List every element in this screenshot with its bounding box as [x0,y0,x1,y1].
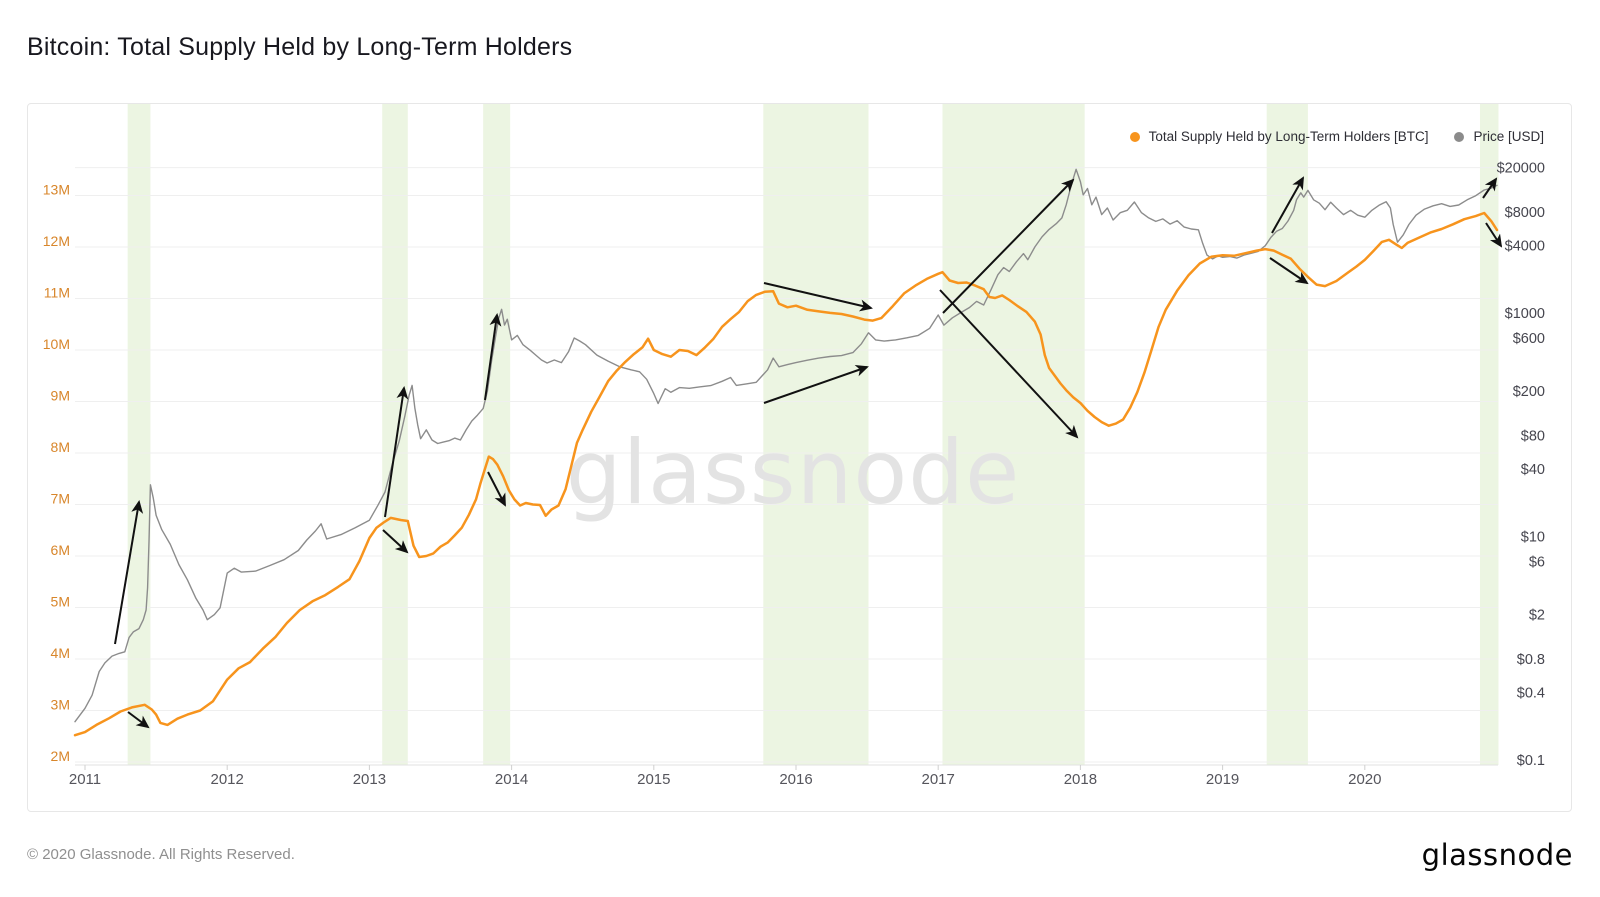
legend-label-supply: Total Supply Held by Long-Term Holders [… [1148,129,1429,144]
y-left-tick-label: 3M [51,697,70,713]
chart-legend: Total Supply Held by Long-Term Holders [… [1129,129,1544,144]
legend-item-supply[interactable]: Total Supply Held by Long-Term Holders [… [1129,129,1429,144]
x-axis-tick-label: 2020 [1348,771,1381,788]
x-axis-tick-label: 2016 [779,771,812,788]
trend-annotation-arrow [763,364,869,404]
trend-annotation-arrow [939,289,1079,439]
watermark: glassnode [566,421,1021,524]
x-axis-tick-label: 2019 [1206,771,1239,788]
y-right-tick-label: $0.1 [1517,753,1545,769]
trend-annotation-arrow [382,529,409,554]
page-title: Bitcoin: Total Supply Held by Long-Term … [27,33,573,61]
supply-line-series [73,211,1499,737]
y-right-tick-label: $2 [1529,608,1545,624]
price-line-series [74,168,1498,723]
y-right-tick-label: $600 [1513,331,1545,347]
y-left-tick-label: 8M [51,439,70,455]
y-right-tick-label: $1000 [1505,306,1545,322]
y-right-tick-label: $0.4 [1517,686,1545,702]
x-axis-tick-label: 2018 [1064,771,1097,788]
trend-annotation-arrow [763,282,873,312]
x-axis-tick-label: 2012 [211,771,244,788]
x-axis-tick-label: 2015 [637,771,670,788]
y-right-tick-label: $40 [1521,462,1545,478]
y-right-tick-label: $6 [1529,554,1545,570]
halving-highlight-band [127,104,151,765]
legend-item-price[interactable]: Price [USD] [1454,129,1544,144]
halving-highlight-band [942,104,1085,765]
halving-highlight-band [1266,104,1308,765]
trend-annotation-arrow [942,178,1075,314]
y-right-tick-label: $20000 [1497,161,1545,177]
trend-annotation-arrow [1271,176,1304,234]
y-left-tick-label: 9M [51,388,70,404]
trend-annotation-arrow [484,313,502,401]
y-left-tick-label: 2M [51,748,70,764]
x-axis-tick-label: 2013 [353,771,386,788]
y-left-tick-label: 4M [51,645,70,661]
trend-annotation-arrow [114,500,144,645]
x-axis-tick-label: 2017 [922,771,955,788]
legend-label-price: Price [USD] [1473,129,1544,144]
glassnode-logo[interactable]: glassnode [1421,838,1573,872]
trend-annotation-arrow [384,386,409,518]
y-right-tick-label: $200 [1513,384,1545,400]
y-left-tick-label: 5M [51,594,70,610]
trend-annotation-arrow [487,471,506,507]
y-left-tick-label: 13M [43,182,70,198]
halving-highlight-band [763,104,869,765]
supply-series-dot-icon [1129,131,1140,142]
y-right-tick-label: $0.8 [1517,652,1545,668]
y-left-tick-label: 12M [43,233,70,249]
halving-highlight-band [1479,104,1499,765]
x-axis-tick-label: 2014 [495,771,528,788]
halving-highlight-band [483,104,511,765]
y-right-tick-label: $10 [1521,530,1545,546]
trend-annotation-arrow [1482,177,1498,199]
copyright-text: © 2020 Glassnode. All Rights Reserved. [27,846,295,863]
x-axis-tick-label: 2011 [69,771,101,788]
y-right-tick-label: $4000 [1505,239,1545,255]
y-right-tick-label: $8000 [1505,205,1545,221]
trend-annotation-arrow [127,711,150,729]
trend-annotation-arrow [1485,222,1503,248]
y-left-tick-label: 7M [51,491,70,507]
y-right-tick-label: $80 [1521,429,1545,445]
price-series-dot-icon [1454,131,1465,142]
halving-highlight-band [382,104,408,765]
y-left-tick-label: 6M [51,542,70,558]
y-left-tick-label: 10M [43,336,70,352]
y-left-tick-label: 11M [44,285,70,301]
trend-annotation-arrow [1269,257,1309,285]
